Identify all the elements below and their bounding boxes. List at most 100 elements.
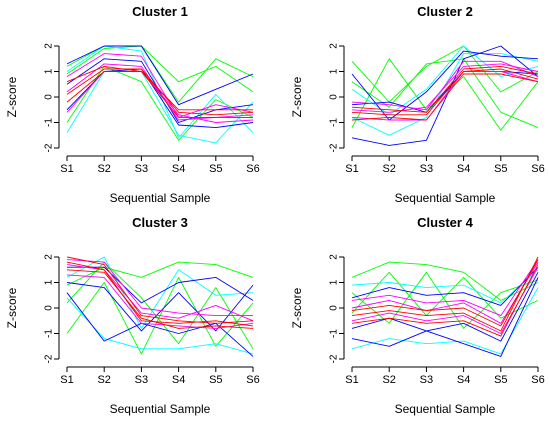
series-line	[66, 297, 254, 355]
y-axis-label: Z-score	[290, 287, 304, 328]
chart-title: Cluster 2	[417, 4, 473, 19]
series-line	[351, 277, 539, 357]
series-line	[351, 261, 539, 324]
x-tick-label: S3	[420, 374, 433, 386]
series-line	[351, 271, 539, 329]
y-tick-label: 1	[329, 279, 340, 285]
series-line	[351, 259, 539, 327]
x-tick-label: S1	[345, 374, 358, 386]
series-group	[351, 45, 539, 146]
series-group	[66, 45, 254, 144]
series-line	[351, 45, 539, 146]
x-tick-label: S3	[420, 163, 433, 175]
y-tick-label: -2	[44, 354, 55, 363]
series-line	[66, 269, 254, 329]
x-tick-label: S5	[209, 374, 222, 386]
chart-panel-2: Cluster 2 S1 S2 S3 S4 S5 S6 -2 -1 0 1 2 Sequential S…	[290, 4, 545, 205]
series-line	[66, 45, 254, 93]
series-line	[351, 259, 539, 317]
y-axis-label: Z-score	[5, 76, 19, 117]
series-line	[66, 256, 254, 329]
chart-panel-1: Cluster 1 S1 S2 S3 S4 S5 S6 -2 -1 0 1 2 Sequential S…	[5, 4, 260, 205]
y-axis-label: Z-score	[290, 76, 304, 117]
x-tick-label: S3	[135, 374, 148, 386]
y-tick-label: 0	[44, 305, 55, 311]
y-tick-label: -1	[44, 118, 55, 127]
series-line	[351, 71, 539, 113]
y-axis-label: Z-score	[5, 287, 19, 328]
series-line	[66, 53, 254, 118]
x-tick-label: S4	[172, 163, 185, 175]
x-tick-label: S6	[531, 374, 544, 386]
series-line	[66, 292, 254, 357]
y-tick-label: -1	[329, 329, 340, 338]
x-tick-label: S6	[246, 374, 259, 386]
x-tick-label: S6	[246, 163, 259, 175]
series-line	[351, 45, 539, 103]
y-tick-label: 0	[44, 94, 55, 100]
y-tick-label: 1	[44, 68, 55, 74]
series-line	[351, 266, 539, 306]
series-line	[66, 58, 254, 123]
series-line	[351, 272, 539, 342]
series-line	[66, 256, 254, 324]
series-group	[66, 256, 254, 357]
x-axis-label: Sequential Sample	[395, 402, 496, 416]
x-tick-label: S2	[97, 163, 110, 175]
chart-title: Cluster 3	[132, 215, 188, 230]
series-line	[66, 45, 254, 106]
chart-title: Cluster 4	[417, 215, 473, 230]
series-line	[351, 264, 539, 337]
x-tick-label: S1	[60, 163, 73, 175]
series-line	[66, 261, 254, 327]
x-tick-label: S2	[97, 374, 110, 386]
series-line	[351, 68, 539, 116]
x-tick-label: S4	[457, 374, 470, 386]
x-tick-label: S3	[135, 163, 148, 175]
x-tick-label: S5	[209, 163, 222, 175]
y-tick-label: 2	[44, 43, 55, 49]
series-line	[351, 256, 539, 332]
series-line	[351, 71, 539, 121]
y-tick-label: 1	[329, 68, 340, 74]
series-line	[66, 261, 254, 286]
chart-panel-3: Cluster 3 S1 S2 S3 S4 S5 S6 -2 -1 0 1 2 Sequential S…	[5, 215, 260, 416]
x-axis-label: Sequential Sample	[395, 191, 496, 205]
x-tick-label: S4	[457, 163, 470, 175]
y-tick-label: -2	[44, 143, 55, 152]
x-tick-label: S2	[382, 163, 395, 175]
y-tick-label: 1	[44, 279, 55, 285]
series-group	[351, 256, 539, 357]
x-tick-label: S6	[531, 163, 544, 175]
x-tick-label: S1	[60, 374, 73, 386]
series-line	[351, 60, 539, 111]
chart-panel-4: Cluster 4 S1 S2 S3 S4 S5 S6 -2 -1 0 1 2 Sequential S…	[290, 215, 545, 416]
series-line	[66, 71, 254, 123]
series-line	[66, 71, 254, 144]
series-line	[351, 269, 539, 304]
y-tick-label: -1	[329, 118, 340, 127]
series-line	[351, 63, 539, 113]
y-tick-label: 2	[329, 254, 340, 260]
y-tick-label: -2	[329, 354, 340, 363]
y-tick-label: 0	[329, 305, 340, 311]
series-line	[351, 266, 539, 334]
y-tick-label: 0	[329, 94, 340, 100]
y-tick-label: 2	[44, 254, 55, 260]
series-line	[66, 71, 253, 118]
y-tick-label: -2	[329, 143, 340, 152]
chart-title: Cluster 1	[132, 4, 188, 19]
x-axis-label: Sequential Sample	[110, 191, 211, 205]
series-line	[66, 274, 254, 329]
series-line	[66, 259, 253, 317]
series-line	[66, 68, 254, 129]
series-line	[351, 73, 539, 121]
y-tick-label: -1	[44, 329, 55, 338]
x-tick-label: S5	[494, 163, 507, 175]
x-axis-label: Sequential Sample	[110, 402, 211, 416]
x-tick-label: S2	[382, 374, 395, 386]
x-tick-label: S4	[172, 374, 185, 386]
series-line	[66, 65, 254, 141]
y-tick-label: 2	[329, 43, 340, 49]
